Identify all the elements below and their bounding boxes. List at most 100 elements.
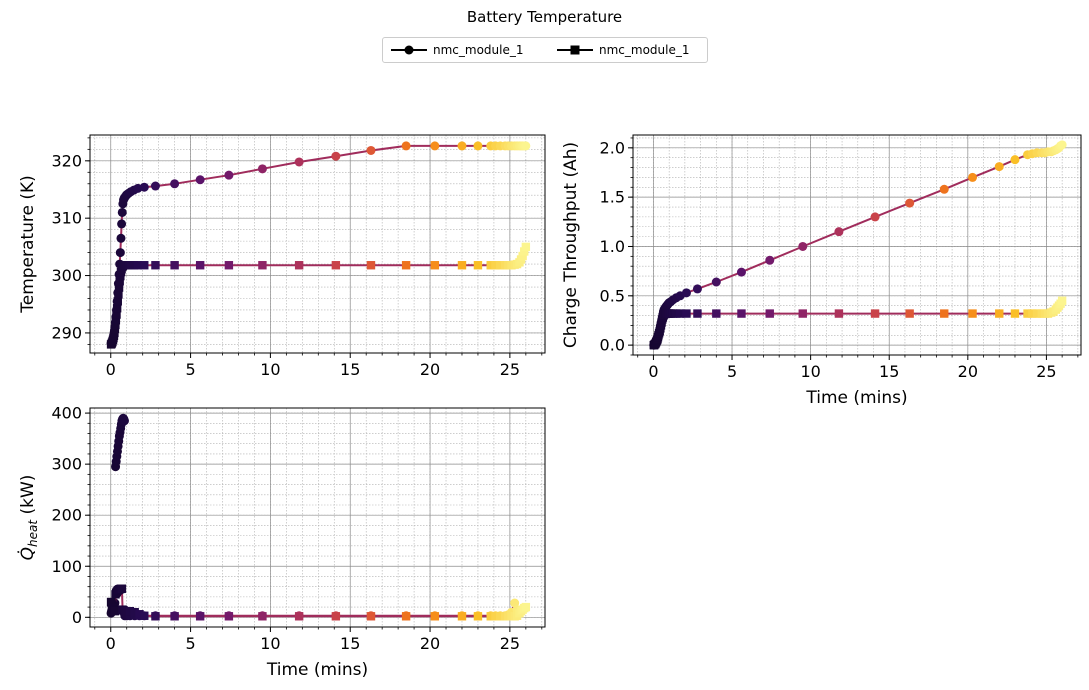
series-2-point [224, 612, 234, 621]
legend-label-circle: nmc_module_1 [433, 43, 524, 57]
series-1-point [224, 170, 234, 180]
series-1-point [692, 284, 702, 294]
series-2-point [520, 247, 529, 256]
x-tick-label: 15 [879, 362, 899, 381]
series-2-point [366, 612, 376, 621]
series-1-point [834, 227, 844, 237]
y-tick-label: 300 [51, 266, 82, 285]
x-tick-label: 15 [340, 634, 360, 653]
series-1-point [1057, 140, 1067, 150]
y-axis-label-unit: (kW) [18, 475, 38, 520]
series-2-point [491, 261, 500, 270]
series-2-point [111, 320, 120, 330]
figure-title: Battery Temperature [466, 8, 623, 26]
x-tick-label: 10 [260, 360, 280, 379]
series-2-point [496, 261, 505, 270]
subplot-2: 0 5 10 15 20 25 0.0 0.5 1.0 1.5 2.0 Time (mins) Char… [561, 134, 1082, 408]
x-axis-label: Time (mins) [805, 388, 907, 408]
series-2-point [401, 261, 411, 270]
y-tick-label: 320 [51, 151, 82, 170]
series-2-point [170, 612, 179, 621]
legend-square-marker-icon [557, 45, 593, 55]
series-2-point [491, 612, 500, 621]
subplot-3: 0 5 10 15 20 25 0 100 200 300 400 Time (mins) Q̇heat… [17, 404, 546, 680]
x-tick-label: 5 [727, 362, 737, 381]
y-axis-label: Charge Throughput (Ah) [561, 142, 581, 348]
y-axis-label: Q̇heat (kW) [17, 475, 40, 561]
axes-frame [89, 407, 546, 628]
y-tick-label: 200 [51, 506, 82, 525]
series-2-point [905, 309, 914, 318]
series-1-point [968, 172, 978, 182]
series-1-point [257, 164, 267, 174]
series-2-point [995, 309, 1004, 318]
series-2-point [1028, 309, 1037, 318]
series-2-point [195, 261, 205, 270]
series-2-point [682, 309, 691, 318]
series-1-point [366, 145, 376, 155]
series-2-point [294, 612, 304, 621]
series-1-point [331, 151, 341, 161]
series-2-point [135, 610, 144, 619]
y-tick-label: 0.0 [600, 336, 625, 355]
x-tick-label: 10 [800, 362, 820, 381]
series-2-point [712, 309, 721, 318]
series-1-point [117, 219, 127, 229]
series-1-point [521, 141, 531, 151]
series-2-point [112, 310, 121, 319]
y-tick-label: 300 [51, 455, 82, 474]
series-2-point [457, 261, 467, 270]
series-2-point [968, 309, 977, 318]
y-tick-label: 290 [51, 323, 82, 342]
series-2-point [1057, 296, 1067, 305]
series-2-point [430, 612, 440, 621]
series-2-point [151, 261, 160, 270]
series-1-point [457, 141, 467, 151]
series-2-point [114, 283, 124, 292]
legend-circle-marker-icon [391, 45, 427, 55]
series-2-point [331, 612, 341, 621]
series-2-point [693, 309, 702, 318]
x-tick-label: 15 [340, 360, 360, 379]
x-tick-label: 25 [500, 360, 520, 379]
series-1-point [711, 277, 721, 287]
series-1-point [195, 175, 205, 185]
series-2-point [366, 261, 376, 270]
y-tick-label: 0 [72, 608, 82, 627]
x-tick-label: 0 [648, 362, 658, 381]
legend-label-square: nmc_module_1 [599, 43, 690, 57]
series-1-point [798, 241, 808, 251]
series-2-point [457, 612, 467, 621]
y-axis-label-subscript: heat [26, 519, 40, 547]
series-2-point [765, 309, 774, 318]
x-tick-label: 0 [106, 634, 116, 653]
series-1-point [1010, 155, 1020, 165]
series-1-point [994, 162, 1004, 172]
series-1-point [150, 181, 160, 191]
series-2-point [117, 584, 127, 593]
x-tick-label: 20 [958, 362, 978, 381]
y-tick-label: 1.5 [600, 188, 625, 207]
series-2-point [834, 309, 844, 318]
x-tick-label: 5 [185, 634, 195, 653]
series-1-point [765, 255, 775, 265]
x-tick-label: 0 [106, 360, 116, 379]
series-1-point [115, 248, 125, 258]
y-tick-label: 400 [51, 404, 82, 423]
series-2-point [940, 309, 949, 318]
series-2-point [401, 612, 411, 621]
series-1-point [473, 141, 483, 151]
series-2-point [114, 290, 123, 299]
series-2-point [521, 602, 531, 612]
series-2-point [675, 309, 685, 318]
series-1-point [870, 212, 880, 222]
series-2-point [258, 612, 267, 621]
x-tick-label: 20 [420, 360, 440, 379]
series-1-point [939, 184, 949, 194]
series-2-point [1032, 309, 1042, 318]
series-2-point [113, 297, 122, 306]
series-2-point [170, 261, 179, 270]
series-2-point [294, 261, 304, 270]
series-2-point [870, 309, 880, 318]
